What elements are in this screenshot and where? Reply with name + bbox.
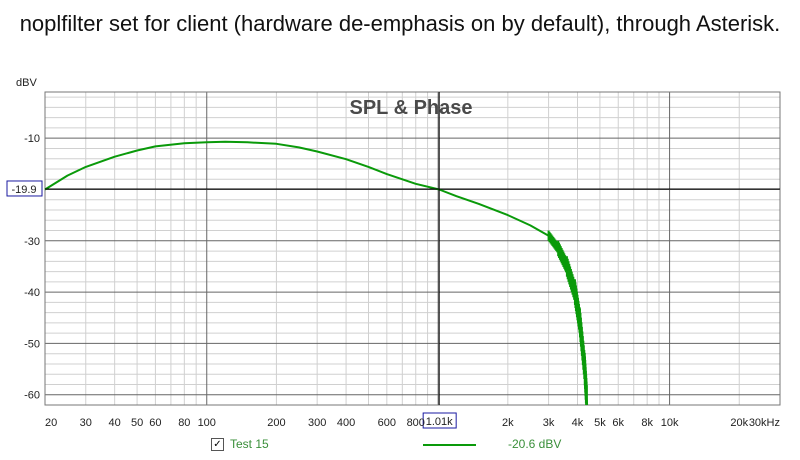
window-title: noplfilter set for client (hardware de-e…	[19, 11, 781, 36]
cursor-y-label: -19.9	[11, 184, 36, 196]
plot-frame	[44, 91, 781, 406]
legend-series-swatch	[423, 444, 476, 446]
x-tick-label: 3k	[543, 417, 555, 429]
chart-title: SPL & Phase	[349, 97, 472, 119]
x-tick-label: 60	[149, 417, 161, 429]
x-tick-label: 600	[378, 417, 396, 429]
y-tick-label: -50	[24, 338, 40, 350]
major-grid	[45, 92, 780, 405]
legend-series-name: Test 15	[230, 437, 269, 451]
cursor-x-label-box	[422, 412, 457, 429]
series-layer	[44, 140, 589, 406]
y-tick-label: -10	[24, 133, 40, 145]
x-tick-label: 10k	[661, 417, 679, 429]
x-tick-label: 2k	[502, 417, 514, 429]
cursor-y-label-box	[6, 180, 43, 197]
x-tick-label: 40	[109, 417, 121, 429]
legend: ✓ Test 15 -20.6 dBV	[0, 436, 800, 456]
x-tick-label: 20k	[730, 417, 748, 429]
y-tick-label: -60	[24, 390, 40, 402]
series-visibility-checkbox[interactable]: ✓	[211, 438, 224, 451]
x-tick-label: 5k	[594, 417, 606, 429]
legend-series-value: -20.6 dBV	[508, 437, 562, 451]
y-tick-labels: -10 -30 -40 -50 -60	[24, 133, 40, 402]
x-tick-label: 20	[45, 417, 57, 429]
x-tick-label: 30kHz	[749, 417, 780, 429]
series-line	[44, 140, 589, 406]
x-tick-label: 800	[407, 417, 425, 429]
x-tick-label: 100	[198, 417, 216, 429]
x-tick-label: 50	[131, 417, 143, 429]
y-axis-label: dBV	[16, 77, 37, 89]
x-tick-label: 300	[308, 417, 326, 429]
cursor[interactable]: 1.01k -19.9	[6, 92, 780, 429]
y-tick-label: -30	[24, 236, 40, 248]
cursor-x-label: 1.01k	[426, 416, 453, 428]
x-tick-label: 8k	[641, 417, 653, 429]
x-tick-labels: 20 30 40 50 60 80 100 200 300 400 600 800 2k 3k 4k 5k 6k…	[45, 417, 780, 429]
x-tick-label: 30	[80, 417, 92, 429]
x-tick-label: 4k	[572, 417, 584, 429]
x-tick-label: 400	[337, 417, 355, 429]
x-tick-label: 6k	[612, 417, 624, 429]
x-tick-label: 80	[178, 417, 190, 429]
x-tick-label: 200	[267, 417, 285, 429]
y-tick-label: -40	[24, 287, 40, 299]
